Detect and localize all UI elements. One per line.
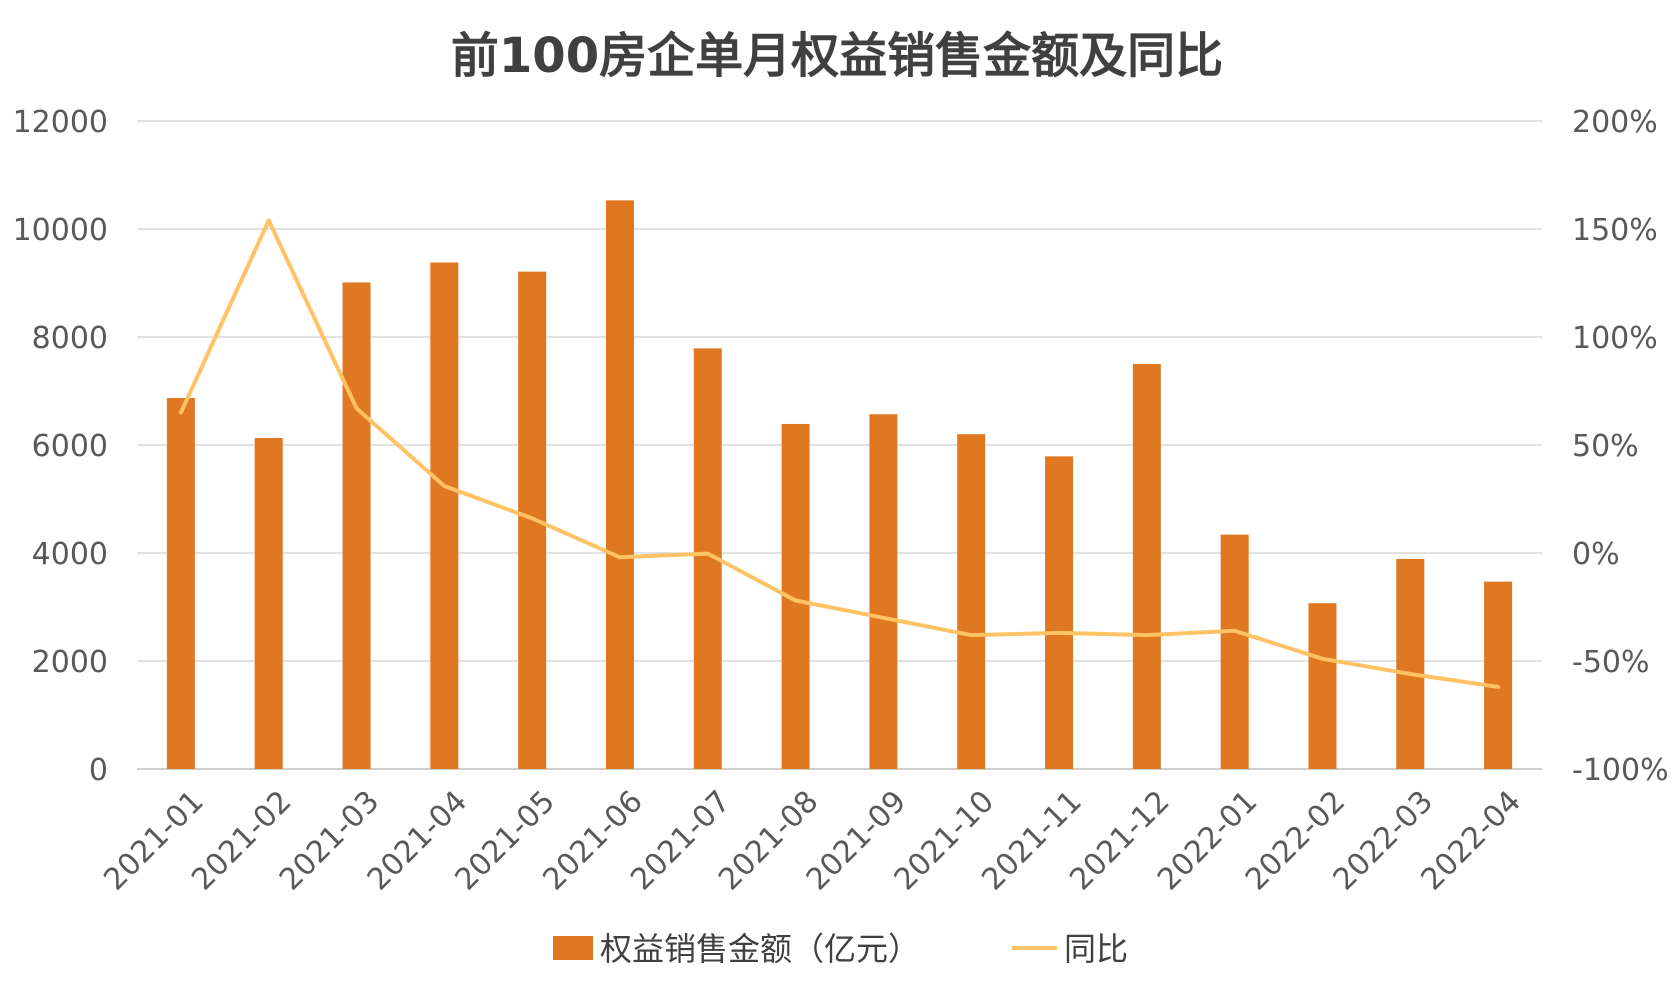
x-axis: 2021-012021-022021-032021-042021-052021-… — [97, 784, 1528, 897]
right-tick-label: 200% — [1572, 105, 1658, 140]
right-tick-label: 100% — [1572, 321, 1658, 356]
gridlines — [137, 120, 1542, 770]
bar — [254, 437, 283, 769]
line-series — [178, 218, 1501, 689]
right-tick-label: 0% — [1572, 537, 1620, 572]
bar — [957, 434, 986, 769]
legend-swatch-bar — [553, 936, 593, 960]
bar — [1484, 581, 1513, 769]
right-tick-label: 150% — [1572, 213, 1658, 248]
right-tick-label: -100% — [1572, 753, 1669, 788]
legend: 权益销售金额（亿元） 同比 — [553, 930, 1128, 968]
left-tick-label: 12000 — [13, 105, 108, 140]
legend-label-bar: 权益销售金额（亿元） — [600, 930, 920, 968]
bar — [1045, 456, 1074, 769]
left-axis: 0 2000 4000 6000 8000 10000 12000 — [13, 105, 108, 788]
left-tick-label: 6000 — [32, 429, 108, 464]
bar — [342, 282, 371, 769]
bar — [605, 200, 634, 769]
bar — [1220, 534, 1249, 769]
right-tick-label: 50% — [1572, 429, 1639, 464]
right-tick-label: -50% — [1572, 645, 1650, 680]
left-tick-label: 2000 — [32, 645, 108, 680]
bar — [1308, 603, 1337, 769]
bar — [869, 414, 898, 769]
bar — [166, 398, 195, 769]
bar-series — [166, 200, 1513, 769]
bar — [1396, 558, 1425, 769]
bar — [1132, 364, 1161, 769]
left-tick-label: 10000 — [13, 213, 108, 248]
legend-label-line: 同比 — [1064, 930, 1128, 968]
bar — [430, 262, 459, 769]
left-tick-label: 8000 — [32, 321, 108, 356]
left-tick-label: 0 — [89, 753, 108, 788]
yoy-line — [178, 218, 1501, 689]
chart-title: 前100房企单月权益销售金额及同比 — [451, 28, 1223, 84]
left-tick-label: 4000 — [32, 537, 108, 572]
right-axis: -100% -50% 0% 50% 100% 150% 200% — [1572, 105, 1669, 788]
